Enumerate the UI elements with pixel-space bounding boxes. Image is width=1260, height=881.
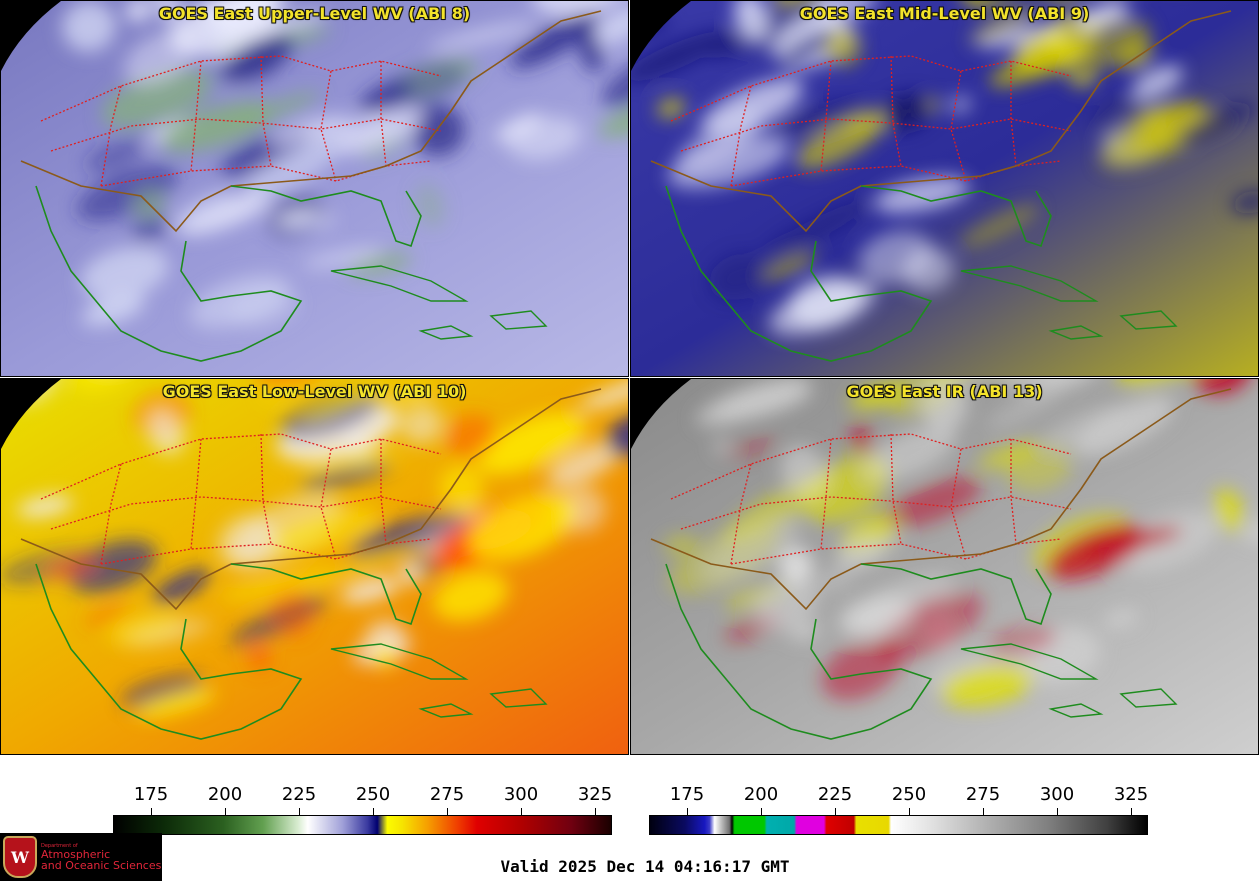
space-corner bbox=[1, 379, 61, 449]
tick-mark bbox=[447, 808, 448, 815]
upper-wv-image bbox=[1, 1, 628, 376]
tick-label: 200 bbox=[207, 784, 243, 805]
country-border bbox=[20, 10, 602, 233]
tick-label: 250 bbox=[355, 784, 391, 805]
state-border bbox=[890, 433, 902, 545]
tick-mark bbox=[761, 808, 762, 815]
island-coastline bbox=[960, 265, 1178, 340]
tick-label: 175 bbox=[133, 784, 169, 805]
coastline bbox=[665, 185, 1052, 362]
logo-text: Department of Atmospheric and Oceanic Sc… bbox=[41, 842, 162, 872]
tick-mark bbox=[835, 808, 836, 815]
low-wv-image bbox=[1, 379, 628, 754]
state-border bbox=[260, 55, 272, 167]
panel-mid-wv: GOES East Mid-Level WV (ABI 9) bbox=[630, 0, 1259, 377]
state-border bbox=[100, 85, 122, 187]
wv-colorbar-ticks: 175 200 225 250 275 300 325 bbox=[113, 784, 613, 815]
state-border bbox=[820, 60, 832, 172]
panel-low-wv: GOES East Low-Level WV (ABI 10) bbox=[0, 378, 629, 755]
tick-label: 300 bbox=[1039, 784, 1075, 805]
tick-mark bbox=[909, 808, 910, 815]
state-border bbox=[1010, 439, 1017, 545]
tick-label: 325 bbox=[1113, 784, 1149, 805]
island-coastline bbox=[960, 643, 1178, 718]
tick-mark bbox=[595, 808, 596, 815]
state-border bbox=[100, 463, 122, 565]
tick-label: 200 bbox=[743, 784, 779, 805]
cloud-features bbox=[663, 379, 1258, 708]
panel-upper-wv: GOES East Upper-Level WV (ABI 8) bbox=[0, 0, 629, 377]
coastline bbox=[665, 563, 1052, 740]
state-border bbox=[380, 439, 387, 545]
valid-time: Valid 2025 Dec 14 04:16:17 GMT bbox=[500, 857, 790, 876]
space-corner bbox=[631, 1, 691, 71]
uw-crest-icon: W bbox=[3, 836, 37, 878]
state-border bbox=[100, 160, 432, 187]
ir-colorbar bbox=[649, 815, 1148, 835]
tick-mark bbox=[299, 808, 300, 815]
tick-label: 325 bbox=[577, 784, 613, 805]
coastline bbox=[35, 563, 422, 740]
island-coastline bbox=[330, 643, 548, 718]
tick-label: 175 bbox=[669, 784, 705, 805]
tick-label: 275 bbox=[965, 784, 1001, 805]
state-border bbox=[730, 463, 752, 565]
cloud-features bbox=[1, 379, 628, 718]
state-border bbox=[730, 538, 1062, 565]
state-border bbox=[1010, 61, 1017, 167]
wv-colorbar bbox=[113, 815, 612, 835]
country-border bbox=[650, 388, 1232, 611]
ir-colorbar-ticks: 175 200 225 250 275 300 325 bbox=[649, 784, 1149, 815]
panel-ir: GOES East IR (ABI 13) bbox=[630, 378, 1259, 755]
state-border bbox=[730, 160, 1062, 187]
state-border bbox=[820, 438, 832, 550]
country-border bbox=[650, 10, 1232, 233]
tick-mark bbox=[151, 808, 152, 815]
tick-mark bbox=[373, 808, 374, 815]
tick-mark bbox=[1131, 808, 1132, 815]
cloud-features bbox=[62, 1, 628, 329]
state-border bbox=[380, 61, 387, 167]
state-border bbox=[260, 433, 272, 545]
tick-mark bbox=[521, 808, 522, 815]
state-border bbox=[730, 85, 752, 187]
country-border bbox=[20, 388, 602, 611]
state-border bbox=[190, 60, 202, 172]
tick-label: 250 bbox=[891, 784, 927, 805]
tick-mark bbox=[1057, 808, 1058, 815]
state-border bbox=[890, 55, 902, 167]
island-coastline bbox=[330, 265, 548, 340]
space-corner bbox=[1, 1, 61, 71]
tick-mark bbox=[225, 808, 226, 815]
space-corner bbox=[631, 379, 691, 449]
ir-image bbox=[631, 379, 1258, 754]
state-border bbox=[100, 538, 432, 565]
tick-mark bbox=[983, 808, 984, 815]
mid-wv-image bbox=[631, 1, 1258, 376]
aos-logo: W Department of Atmospheric and Oceanic … bbox=[0, 833, 162, 881]
coastline bbox=[35, 185, 422, 362]
tick-label: 225 bbox=[817, 784, 853, 805]
tick-label: 225 bbox=[281, 784, 317, 805]
tick-label: 300 bbox=[503, 784, 539, 805]
state-border bbox=[190, 438, 202, 550]
tick-label: 275 bbox=[429, 784, 465, 805]
tick-mark bbox=[687, 808, 688, 815]
